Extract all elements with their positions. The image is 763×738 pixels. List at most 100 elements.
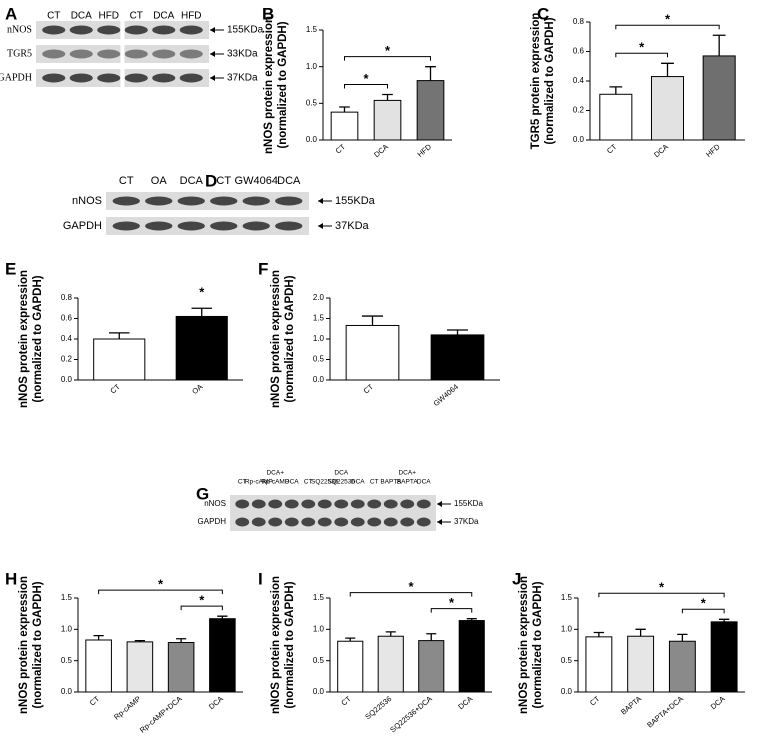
panel-label: C	[537, 4, 549, 23]
y-axis-title: TGR5 protein expression	[530, 13, 542, 150]
band	[97, 49, 121, 59]
x-tick-label: CT	[334, 142, 348, 156]
arrowhead	[318, 198, 323, 204]
y-tick-label: 0.0	[561, 687, 573, 696]
error-bar	[425, 66, 436, 81]
y-tick-label: 1.0	[61, 624, 73, 633]
y-tick-label: 1.5	[306, 25, 318, 34]
y-axis-title: (normalized to GAPDH)	[32, 275, 44, 402]
arrowhead	[210, 75, 215, 81]
y-axis-title: nNOS protein expression	[263, 16, 275, 154]
size-label: 37KDa	[227, 73, 258, 84]
x-tick-label: HFD	[704, 142, 722, 159]
band	[42, 49, 66, 59]
lane-label: HFD	[181, 11, 202, 22]
size-label: 33KDa	[227, 49, 258, 60]
arrowhead	[210, 27, 215, 33]
x-tick-label: BAPTA+DCA	[645, 694, 685, 729]
size-label: 37KDa	[454, 517, 479, 526]
significance-mark: *	[665, 12, 671, 27]
bar	[599, 93, 633, 141]
band	[275, 196, 303, 206]
band	[367, 517, 382, 527]
bar	[430, 334, 485, 381]
significance-mark: *	[449, 595, 455, 610]
lane-label: SQ22536	[311, 479, 339, 486]
x-tick-label: HFD	[415, 142, 433, 159]
y-tick-label: 0.0	[573, 135, 585, 144]
band	[317, 499, 332, 509]
bar	[585, 636, 613, 693]
arrowhead	[318, 223, 323, 229]
band	[42, 25, 66, 35]
y-tick-label: 0.5	[313, 355, 325, 364]
band	[350, 499, 365, 509]
bar	[702, 55, 736, 141]
y-tick-label: 1.5	[561, 593, 573, 602]
bar	[345, 324, 400, 381]
x-tick-label: DCA	[372, 142, 390, 159]
lane-label: CT	[238, 479, 247, 486]
y-axis-title: (normalized to GAPDH)	[284, 581, 296, 708]
blot-strip	[230, 513, 436, 531]
error-bar	[134, 639, 145, 642]
band	[416, 499, 431, 509]
panel-label: H	[5, 569, 17, 588]
band	[124, 73, 148, 83]
x-tick-label: SQ22536+DCA	[388, 694, 434, 734]
lane-label: DCA+	[398, 470, 416, 477]
bar	[93, 338, 146, 381]
bar	[668, 640, 696, 693]
bracket	[598, 592, 725, 598]
band	[124, 49, 148, 59]
bar	[458, 620, 485, 693]
band	[112, 221, 140, 231]
y-tick-label: 1.0	[306, 62, 318, 71]
panel-label: B	[262, 4, 274, 23]
blot-strip	[106, 192, 309, 210]
y-axis-title: nNOS protein expression	[18, 576, 30, 714]
error-bar	[109, 332, 130, 339]
lane-label: BAPTA	[380, 479, 401, 486]
error-bar	[191, 307, 212, 317]
row-label: nNOS	[7, 24, 32, 35]
x-tick-label: Rp-cAMP+DCA	[138, 694, 184, 735]
error-bar	[361, 315, 384, 326]
band	[152, 73, 176, 83]
y-axis-title: nNOS protein expression	[18, 270, 30, 408]
error-bar	[176, 638, 187, 643]
bracket	[98, 589, 223, 595]
band	[42, 73, 66, 83]
band	[284, 517, 299, 527]
x-tick-label: DCA	[709, 694, 727, 711]
band	[210, 196, 238, 206]
band	[416, 517, 431, 527]
error-bar	[385, 631, 396, 637]
y-axis-title: (normalized to GAPDH)	[532, 581, 544, 708]
y-tick-label: 0.0	[313, 687, 325, 696]
band	[179, 25, 203, 35]
x-tick-label: SQ22536	[363, 694, 393, 721]
y-axis-title: nNOS protein expression	[270, 576, 282, 714]
bar	[175, 315, 228, 381]
band	[235, 499, 250, 509]
bar	[418, 640, 445, 693]
bracket	[180, 605, 223, 611]
y-tick-label: 0.6	[61, 314, 73, 323]
band	[400, 517, 415, 527]
row-label: GAPDH	[0, 72, 32, 83]
y-axis-title: (normalized to GAPDH)	[277, 21, 289, 148]
error-bar	[382, 93, 393, 101]
error-bar	[712, 34, 726, 56]
y-tick-label: 0.2	[573, 106, 585, 115]
bar	[85, 639, 112, 693]
band	[152, 25, 176, 35]
blot-gap	[120, 44, 125, 64]
bracket	[615, 52, 668, 58]
panel-label: D	[205, 171, 217, 190]
lane-label: CT	[216, 175, 231, 187]
y-tick-label: 0.8	[573, 17, 585, 26]
band	[177, 196, 205, 206]
y-tick-label: 1.0	[313, 624, 325, 633]
lane-label: SQ22536	[328, 479, 356, 486]
